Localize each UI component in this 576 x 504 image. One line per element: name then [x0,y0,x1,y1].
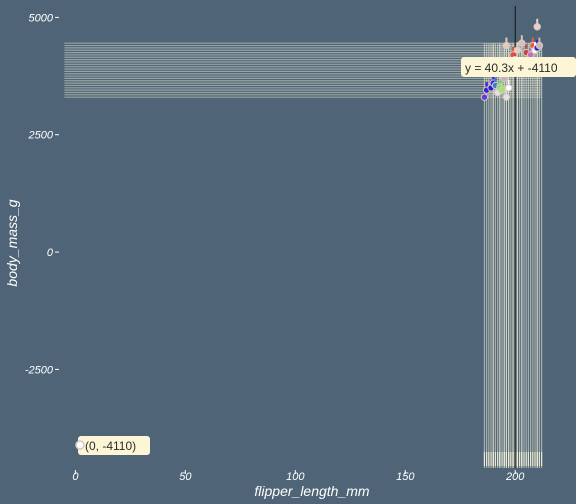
data-point [498,86,506,94]
y-tick-label: 0 [47,247,54,259]
intercept-callout-box [78,436,150,455]
y-axis-title: body_mass_g [4,199,20,286]
rug-layer [64,42,543,468]
data-point [480,93,489,101]
x-tick-label: 200 [505,471,525,483]
x-axis: 0 50 100 150 200 [72,470,525,483]
y-tick-label: -2500 [25,364,54,376]
x-axis-title: flipper_length_mm [254,483,370,499]
data-point [502,41,511,50]
y-axis: 5000 2500 0 -2500 [25,12,59,376]
equation-callout: y = 40.3x + -4110 [461,57,576,77]
data-point [533,23,541,31]
x-tick-label: 0 [72,471,79,483]
intercept-callout: (0, -4110) [75,436,150,455]
equation-callout-box [461,57,576,77]
equation-label: y = 40.3x + -4110 [465,61,558,75]
data-point [504,84,513,92]
x-tick-label: 50 [179,471,192,483]
data-point [518,39,526,47]
x-tick-label: 150 [396,471,415,483]
y-tick-label: 2500 [28,130,54,142]
data-point [513,46,522,54]
data-point [535,41,544,50]
x-tick-label: 100 [286,471,305,483]
data-point [502,93,511,101]
intercept-point [75,440,85,450]
intercept-label: (0, -4110) [85,439,136,453]
y-tick-label: 5000 [29,12,54,24]
